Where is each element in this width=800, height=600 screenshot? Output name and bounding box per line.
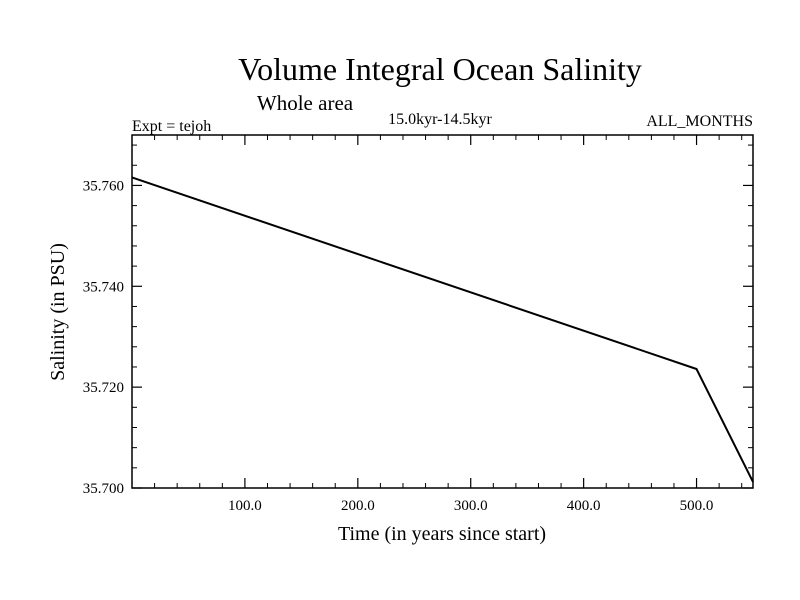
x-tick-label: 200.0 [341,498,375,514]
experiment-label: Expt = tejoh [132,118,211,135]
major-ticks [132,135,753,489]
x-tick-label: 400.0 [567,498,601,514]
y-tick-label: 35.740 [83,279,124,295]
chart-title: Volume Integral Ocean Salinity [238,51,642,87]
chart-subtitle: Whole area [257,91,354,115]
plot-frame [131,134,754,489]
minor-ticks [132,135,753,488]
x-tick-label: 300.0 [454,498,488,514]
y-tick-label: 35.720 [83,380,124,396]
months-label: ALL_MONTHS [646,113,753,130]
x-tick-label: 100.0 [228,498,262,514]
salinity-line [131,176,754,483]
series-layer [131,176,754,483]
x-tick-label: 500.0 [680,498,714,514]
y-tick-label: 35.700 [83,481,124,497]
y-tick-label: 35.760 [83,178,124,194]
y-axis-label: Salinity (in PSU) [47,243,69,381]
period-label: 15.0kyr-14.5kyr [388,111,492,128]
x-axis-label: Time (in years since start) [338,523,546,545]
tick-labels: 100.0 200.0 300.0 400.0 500.0 35.700 35.720 35.… [83,178,714,514]
